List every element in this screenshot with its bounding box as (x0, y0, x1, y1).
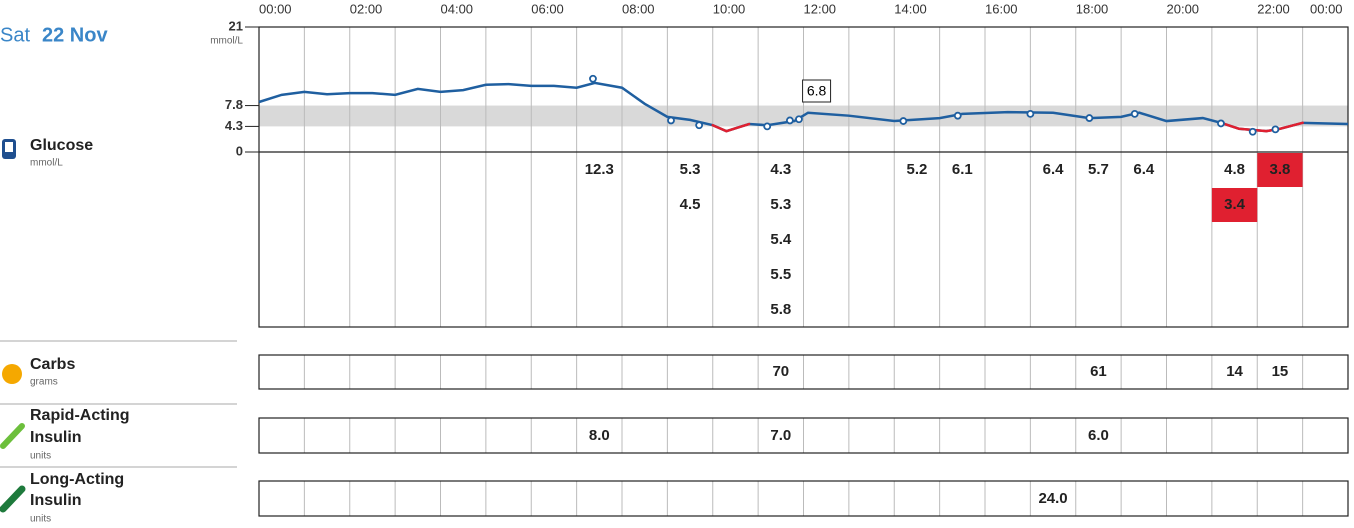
glucose-value: 5.4 (770, 231, 792, 248)
reading-marker (1026, 110, 1035, 118)
weekday: Sat (0, 24, 30, 46)
hour-label: 18:00 (1076, 1, 1109, 16)
hour-label: 00:00 (259, 1, 292, 16)
reading-marker (795, 115, 803, 124)
low-cell (1257, 153, 1303, 187)
rapid-icon (0, 423, 25, 449)
long-icon (0, 485, 26, 513)
hour-label: 08:00 (622, 1, 655, 16)
reading-marker (1217, 119, 1225, 128)
hour-label: 12:00 (804, 1, 837, 16)
hour-label: 00:00 (1310, 1, 1343, 16)
y-tick-label: 7.8 (225, 97, 243, 112)
reading-marker (589, 74, 597, 83)
glucose-icon-screen (5, 142, 13, 152)
reading-marker (785, 116, 794, 125)
hour-label: 22:00 (1257, 1, 1290, 16)
y-tick-label: 4.3 (225, 118, 243, 133)
panel (258, 480, 1349, 517)
reading-marker (667, 116, 675, 125)
low-segment (711, 123, 728, 133)
low-segment (725, 122, 751, 133)
glucose-value: 5.3 (770, 196, 791, 213)
panel (258, 354, 1349, 390)
low-cell (1211, 188, 1258, 222)
carbs-value: 14 (1226, 363, 1243, 380)
rapid-label-1: Rapid-Acting (30, 407, 130, 424)
reading-marker (1130, 110, 1139, 118)
glucose-value: 5.8 (770, 301, 791, 318)
reading-marker (1248, 127, 1257, 136)
long-label-2: Insulin (30, 492, 82, 509)
glucose-value: 5.3 (680, 161, 701, 178)
panel (258, 417, 1349, 454)
reading-marker (763, 122, 772, 131)
rapid-insulin-value: 7.0 (770, 427, 791, 444)
reading-marker (953, 111, 962, 120)
hour-label: 14:00 (894, 1, 927, 16)
reading-marker (1271, 125, 1280, 134)
glucose-value: 5.7 (1088, 161, 1109, 178)
hour-label: 10:00 (713, 1, 746, 16)
glucose-label: Glucose (30, 137, 93, 154)
low-segment (1278, 121, 1304, 131)
long-label-1: Long-Acting (30, 471, 124, 488)
hour-label: 16:00 (985, 1, 1018, 16)
carbs-value: 61 (1090, 363, 1107, 380)
glucose-value: 4.5 (680, 196, 701, 213)
glucose-value: 6.4 (1133, 161, 1155, 178)
y-unit: mmol/L (210, 36, 243, 47)
rapid-insulin-value: 8.0 (589, 427, 610, 444)
long-unit: units (30, 514, 51, 525)
carbs-value: 15 (1272, 363, 1289, 380)
glucose-unit: mmol/L (30, 158, 63, 169)
reading-marker (695, 121, 704, 130)
rapid-unit: units (30, 451, 51, 462)
carbs-label: Carbs (30, 356, 75, 373)
glucose-value: 6.1 (952, 161, 973, 178)
hour-label: 20:00 (1167, 1, 1200, 16)
panel (258, 26, 1349, 328)
date: 22 Nov (42, 24, 108, 46)
y-tick-label: 0 (236, 143, 243, 158)
rapid-insulin-value: 6.0 (1088, 427, 1109, 444)
glucose-value: 5.5 (770, 266, 791, 283)
rapid-label-2: Insulin (30, 429, 82, 446)
glucose-value: 12.3 (585, 161, 614, 178)
glucose-value: 3.8 (1270, 161, 1291, 178)
glucose-value: 5.2 (907, 161, 928, 178)
glucose-value: 4.3 (770, 161, 791, 178)
glucose-value: 6.4 (1043, 161, 1065, 178)
hour-label: 02:00 (350, 1, 383, 16)
y-tick-label: 21 (229, 18, 243, 33)
tooltip-box (802, 79, 832, 103)
hour-label: 06:00 (531, 1, 564, 16)
long-insulin-value: 24.0 (1038, 490, 1067, 507)
glucose-value: 3.4 (1224, 196, 1246, 213)
reading-marker (899, 117, 908, 125)
carbs-unit: grams (30, 377, 58, 388)
carbs-icon (2, 364, 22, 384)
hour-label: 04:00 (441, 1, 474, 16)
glucose-value: 4.8 (1224, 161, 1245, 178)
carbs-value: 70 (772, 363, 789, 380)
tooltip-value: 6.8 (807, 83, 827, 99)
reading-marker (1085, 114, 1094, 122)
